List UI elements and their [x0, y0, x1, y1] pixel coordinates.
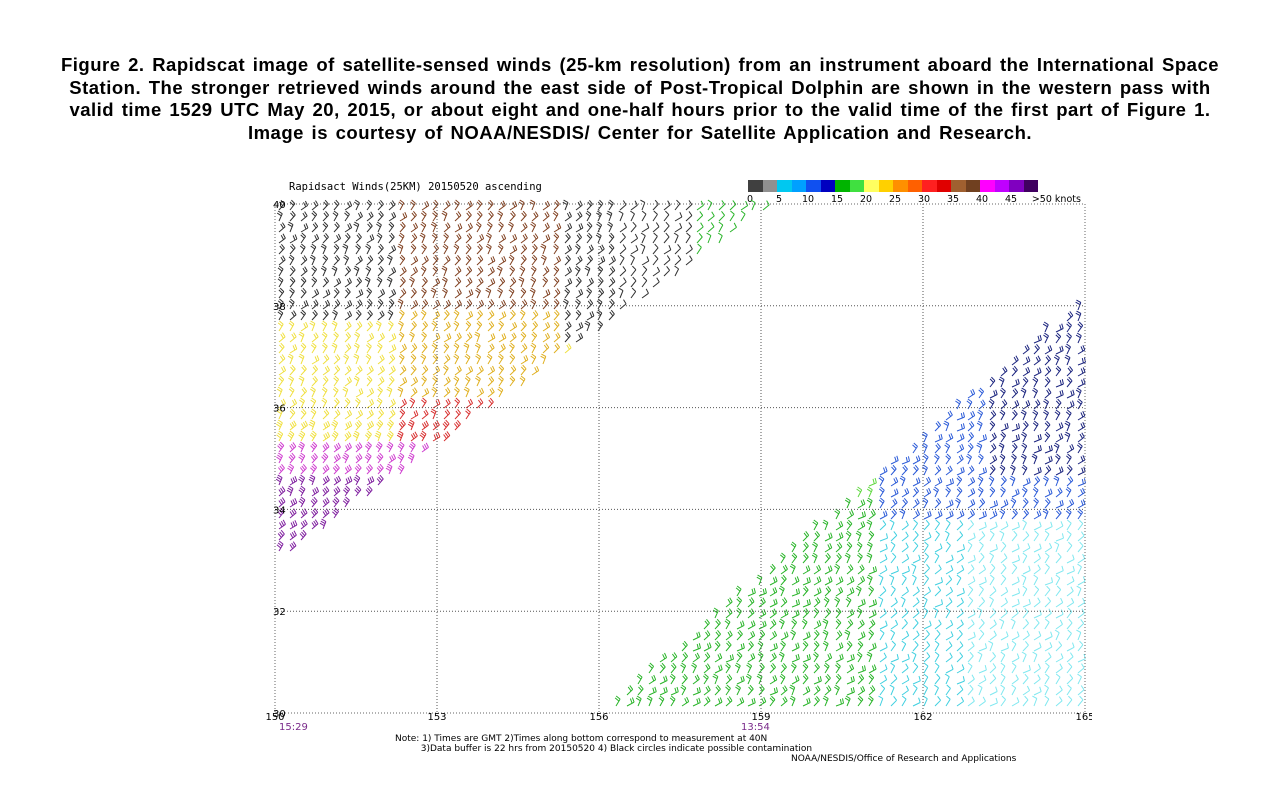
latitude-label: 36 — [273, 404, 286, 415]
colorbar-label: >50 knots — [1031, 194, 1081, 205]
colorbar-label: 0 — [746, 194, 754, 205]
colorbar-swatch — [820, 180, 835, 192]
axis-labels: 150 153 156 159 162 165 40 38 36 34 32 30 15:29 13:54 — [265, 200, 1092, 733]
colorbar-swatch — [936, 180, 951, 192]
longitude-label: 162 — [913, 712, 932, 723]
colorbar-label: 35 — [946, 194, 960, 205]
colorbar-swatch — [762, 180, 777, 192]
latitude-label: 34 — [273, 505, 286, 516]
colorbar-swatch — [951, 180, 966, 192]
colorbar-swatch — [893, 180, 908, 192]
longitude-label: 150 — [265, 712, 284, 723]
lat-lon-grid — [275, 204, 1085, 713]
colorbar-swatch — [849, 180, 864, 192]
colorbar-label: 5 — [775, 194, 783, 205]
map-notes: Note: 1) Times are GMT 2)Times along bot… — [395, 734, 812, 754]
colorbar-swatch — [878, 180, 893, 192]
colorbar-label: 30 — [917, 194, 931, 205]
latitude-label: 38 — [273, 302, 286, 313]
colorbar-swatch — [1023, 180, 1038, 192]
longitude-label: 165 — [1075, 712, 1092, 723]
credit-line: NOAA/NESDIS/Office of Research and Appli… — [791, 754, 1017, 764]
colorbar-label: 45 — [1004, 194, 1018, 205]
colorbar-label: 25 — [888, 194, 902, 205]
colorbar-swatch — [994, 180, 1009, 192]
colorbar-swatch — [791, 180, 806, 192]
colorbar-label: 15 — [830, 194, 844, 205]
latitude-label: 30 — [273, 709, 286, 720]
colorbar-label: 10 — [801, 194, 815, 205]
latitude-label: 32 — [273, 607, 286, 618]
colorbar-label: 20 — [859, 194, 873, 205]
note-line-2: 3)Data buffer is 22 hrs from 20150520 4)… — [395, 744, 813, 754]
longitude-label: 153 — [427, 712, 446, 723]
colorbar-swatch — [835, 180, 850, 192]
pass-time-label: 15:29 — [279, 722, 308, 733]
colorbar-swatch — [748, 180, 763, 192]
wind-barb-map: 150 153 156 159 162 165 40 38 36 34 32 30 15:29 13:54 — [265, 199, 1092, 733]
wind-speed-colorbar — [748, 180, 1038, 192]
colorbar-label: 40 — [975, 194, 989, 205]
note-line-1: Note: 1) Times are GMT 2)Times along bot… — [395, 734, 768, 744]
wind-map-figure: Rapidsact Winds(25KM) 20150520 ascending… — [262, 180, 1092, 770]
colorbar-swatch — [777, 180, 792, 192]
colorbar-swatch — [1009, 180, 1024, 192]
longitude-label: 156 — [589, 712, 608, 723]
colorbar-swatch — [864, 180, 879, 192]
colorbar-swatch — [907, 180, 922, 192]
map-border — [274, 203, 1086, 714]
map-frame — [274, 203, 1086, 714]
colorbar-swatch — [922, 180, 937, 192]
colorbar-swatch — [980, 180, 995, 192]
plot-title: Rapidsact Winds(25KM) 20150520 ascending — [289, 181, 542, 193]
colorbar-swatch — [965, 180, 980, 192]
figure-caption: Figure 2. Rapidscat image of satellite-s… — [60, 54, 1220, 143]
colorbar-swatch — [806, 180, 821, 192]
pass-time-label: 13:54 — [741, 722, 770, 733]
wind-barbs-layer — [275, 199, 1086, 707]
longitude-label: 159 — [751, 712, 770, 723]
latitude-label: 40 — [273, 200, 286, 211]
